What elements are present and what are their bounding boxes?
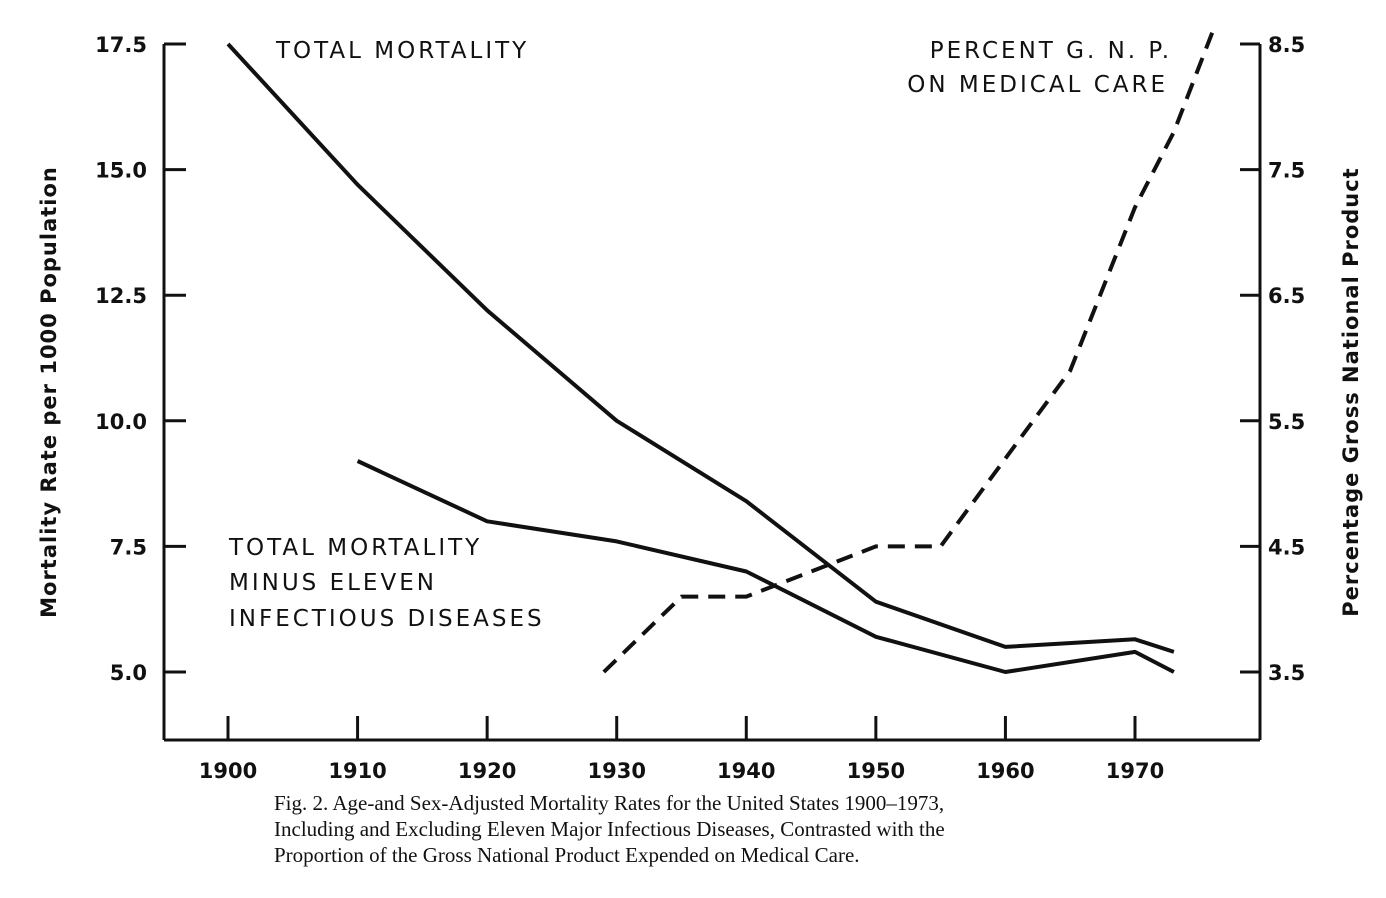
annotation-total-mortality-line: TOTAL MORTALITY	[275, 38, 529, 64]
ticks: 1900 1910 1920 1930 1940 1950 1960 1970 17.5 15.0…	[95, 33, 1305, 783]
right-y-tick-label: 4.5	[1268, 535, 1305, 559]
series-line-1	[226, 42, 1175, 654]
series-line-2	[356, 459, 1175, 674]
caption-line-2: Including and Excluding Eleven Major Inf…	[274, 817, 945, 841]
left-y-tick-label: 15.0	[95, 159, 147, 183]
left-y-tick-label: 10.0	[95, 410, 147, 434]
caption-line-1: Fig. 2. Age-and Sex-Adjusted Mortality R…	[274, 791, 945, 815]
x-tick-label: 1940	[717, 759, 775, 783]
annotation-minus-line-3: INFECTIOUS DISEASES	[229, 606, 545, 632]
figure-caption: Fig. 2. Age-and Sex-Adjusted Mortality R…	[274, 790, 1174, 868]
mortality-gnp-chart: 1900 1910 1920 1930 1940 1950 1960 1970 17.5 15.0…	[37, 30, 1363, 783]
x-tick-label: 1900	[199, 759, 257, 783]
series	[226, 30, 1215, 674]
annotation-minus-line-2: MINUS ELEVEN	[229, 570, 437, 596]
annotation-minus-line-1: TOTAL MORTALITY	[228, 535, 482, 561]
x-tick-label: 1920	[458, 759, 516, 783]
axes	[162, 44, 1262, 742]
annotation-gnp-line-1: PERCENT G. N. P.	[930, 38, 1172, 64]
left-y-tick-label: 5.0	[110, 661, 147, 685]
caption-line-3: Proportion of the Gross National Product…	[274, 843, 860, 867]
annotation-gnp: PERCENT G. N. P. ON MEDICAL CARE	[907, 38, 1172, 98]
right-y-tick-label: 3.5	[1268, 661, 1305, 685]
right-y-tick-label: 8.5	[1268, 33, 1305, 57]
left-y-tick-label: 12.5	[95, 284, 147, 308]
right-y-tick-label: 6.5	[1268, 284, 1305, 308]
x-tick-label: 1930	[587, 759, 645, 783]
left-axis-title: Mortality Rate per 1000 Population	[37, 166, 61, 618]
x-tick-label: 1950	[847, 759, 905, 783]
annotation-gnp-line-2: ON MEDICAL CARE	[907, 72, 1168, 98]
series-line-3	[602, 30, 1215, 674]
annotation-total-mortality: TOTAL MORTALITY	[275, 38, 529, 64]
right-y-tick-label: 7.5	[1268, 159, 1305, 183]
right-axis-title: Percentage Gross National Product	[1339, 167, 1363, 616]
x-tick-label: 1970	[1106, 759, 1164, 783]
left-y-tick-label: 17.5	[95, 33, 147, 57]
x-tick-label: 1960	[976, 759, 1034, 783]
x-tick-label: 1910	[328, 759, 386, 783]
annotation-minus-infectious: TOTAL MORTALITY MINUS ELEVEN INFECTIOUS …	[228, 535, 545, 632]
left-y-tick-label: 7.5	[110, 535, 147, 559]
right-y-tick-label: 5.5	[1268, 410, 1305, 434]
chart: 1900 1910 1920 1930 1940 1950 1960 1970 17.5 15.0…	[37, 30, 1363, 783]
